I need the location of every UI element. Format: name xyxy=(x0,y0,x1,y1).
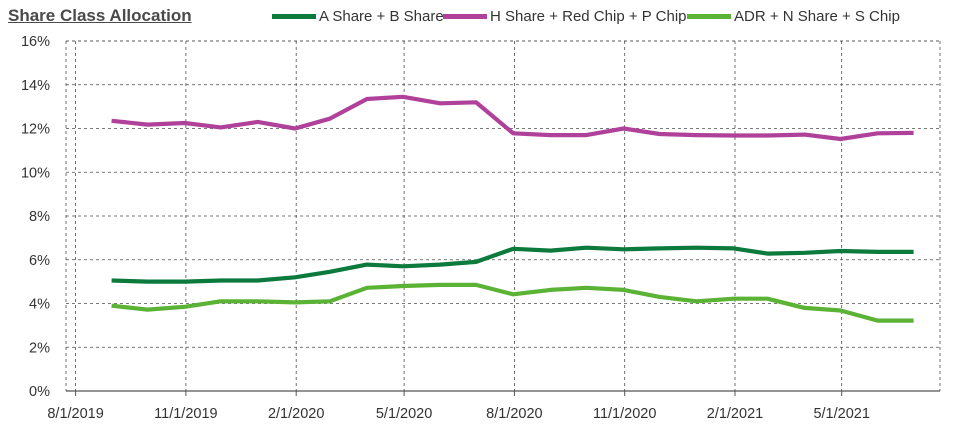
legend-item-a-share: A Share + B Share xyxy=(272,8,444,25)
series-line-1 xyxy=(111,94,914,142)
series-layer xyxy=(111,94,914,323)
legend-swatch-adr xyxy=(687,14,731,19)
y-tick-label: 2% xyxy=(29,340,50,356)
y-tick-label: 10% xyxy=(21,165,50,181)
x-tick-label: 11/1/2019 xyxy=(154,406,217,422)
x-tick-label: 2/1/2021 xyxy=(707,406,763,422)
y-tick-label: 14% xyxy=(21,78,50,94)
series-line-0 xyxy=(111,245,914,284)
y-tick-label: 12% xyxy=(21,122,50,138)
series-line-2 xyxy=(111,282,914,323)
legend-label-adr: ADR + N Share + S Chip xyxy=(734,8,900,25)
legend-label-h-share: H Share + Red Chip + P Chip xyxy=(490,8,687,25)
legend-label-a-share: A Share + B Share xyxy=(319,8,444,25)
x-tick-label: 5/1/2020 xyxy=(376,406,432,422)
x-tick-label: 2/1/2020 xyxy=(268,406,324,422)
y-tick-label: 16% xyxy=(21,34,50,50)
legend-swatch-h-share xyxy=(443,14,487,19)
chart-title: Share Class Allocation xyxy=(8,6,192,25)
y-tick-label: 0% xyxy=(29,384,50,400)
y-tick-label: 4% xyxy=(29,297,50,313)
legend-item-h-share: H Share + Red Chip + P Chip xyxy=(443,8,687,25)
x-tick-label: 11/1/2020 xyxy=(593,406,656,422)
x-tick-label: 8/1/2019 xyxy=(47,406,103,422)
y-tick-label: 6% xyxy=(29,253,50,269)
x-tick-label: 5/1/2021 xyxy=(813,406,869,422)
y-axis-ticks: 0% 2% 4% 6% 8% 10% 12% 14% 16% xyxy=(21,34,50,400)
y-tick-label: 8% xyxy=(29,209,50,225)
grid-layer xyxy=(65,40,941,396)
x-tick-label: 8/1/2020 xyxy=(486,406,542,422)
legend-swatch-a-share xyxy=(272,14,316,19)
x-axis-ticks: 8/1/2019 11/1/2019 2/1/2020 5/1/2020 8/1/202… xyxy=(47,406,870,422)
legend-item-adr: ADR + N Share + S Chip xyxy=(687,8,900,25)
